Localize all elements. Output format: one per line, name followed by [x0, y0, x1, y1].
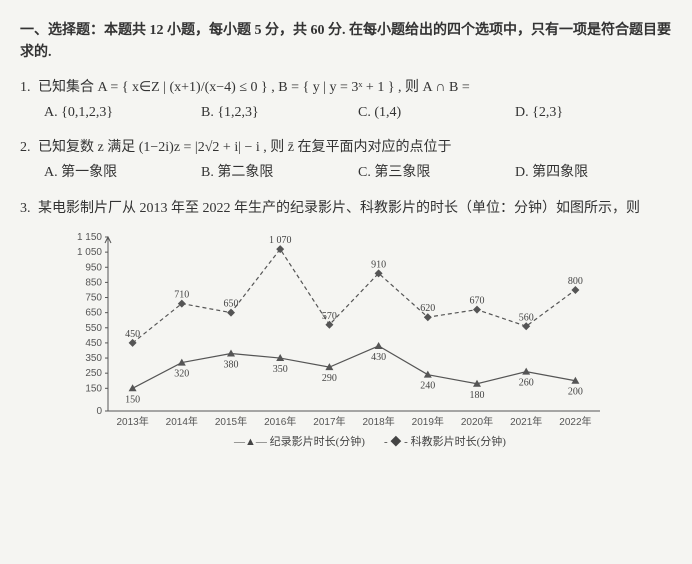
svg-text:650: 650: [85, 307, 102, 318]
svg-text:950: 950: [85, 262, 102, 273]
svg-text:2020年: 2020年: [461, 415, 493, 428]
question-1: 1. 已知集合 A = { x∈Z | (x+1)/(x−4) ≤ 0 } , …: [20, 75, 672, 125]
svg-text:800: 800: [568, 276, 583, 287]
svg-text:2014年: 2014年: [166, 415, 198, 428]
svg-text:260: 260: [519, 377, 534, 388]
q2-options: A. 第一象限 B. 第二象限 C. 第三象限 D. 第四象限: [44, 160, 672, 185]
section-heading: 一、选择题：本题共 12 小题，每小题 5 分，共 60 分. 在每小题给出的四…: [20, 20, 672, 65]
svg-text:560: 560: [519, 312, 534, 323]
svg-text:670: 670: [470, 295, 485, 306]
svg-text:180: 180: [470, 389, 485, 400]
svg-text:450: 450: [85, 338, 102, 349]
svg-text:2016年: 2016年: [264, 415, 296, 428]
svg-text:350: 350: [273, 364, 288, 375]
svg-text:910: 910: [371, 259, 386, 270]
line-chart: 0 150 250 350 450 550 650 750 850 950 1 050 1 150 20…: [60, 227, 620, 457]
svg-text:2017年: 2017年: [313, 415, 345, 428]
svg-text:200: 200: [568, 386, 583, 397]
svg-text:450: 450: [125, 329, 140, 340]
q2-opt-d: D. 第四象限: [515, 160, 672, 185]
svg-text:320: 320: [174, 368, 189, 379]
svg-text:380: 380: [224, 359, 239, 370]
svg-text:2018年: 2018年: [362, 415, 394, 428]
svg-text:1 150: 1 150: [77, 232, 102, 243]
svg-text:250: 250: [85, 368, 102, 379]
svg-text:2019年: 2019年: [412, 415, 444, 428]
q3-text: 某电影制片厂从 2013 年至 2022 年生产的纪录影片、科教影片的时长（单位…: [38, 201, 640, 216]
q2-opt-c: C. 第三象限: [358, 160, 515, 185]
svg-text:- ◆ - 科教影片时长(分钟): - ◆ - 科教影片时长(分钟): [384, 434, 506, 448]
q2-opt-a: A. 第一象限: [44, 160, 201, 185]
svg-text:150: 150: [125, 394, 140, 405]
svg-text:2022年: 2022年: [559, 415, 591, 428]
svg-text:650: 650: [224, 298, 239, 309]
svg-text:570: 570: [322, 310, 337, 321]
q1-num: 1.: [20, 80, 31, 95]
q1-opt-a: A. {0,1,2,3}: [44, 100, 201, 125]
svg-text:750: 750: [85, 292, 102, 303]
svg-text:350: 350: [85, 353, 102, 364]
svg-text:1 070: 1 070: [269, 235, 292, 246]
q2-num: 2.: [20, 140, 31, 155]
q2-text: 已知复数 z 满足 (1−2i)z = |2√2 + i| − i , 则 z̄…: [38, 140, 452, 155]
svg-text:1 050: 1 050: [77, 247, 102, 258]
q1-opt-b: B. {1,2,3}: [201, 100, 358, 125]
q1-text: 已知集合 A = { x∈Z | (x+1)/(x−4) ≤ 0 } , B =…: [38, 80, 470, 95]
svg-text:150: 150: [85, 383, 102, 394]
question-3: 3. 某电影制片厂从 2013 年至 2022 年生产的纪录影片、科教影片的时长…: [20, 196, 672, 457]
svg-text:620: 620: [420, 303, 435, 314]
svg-text:430: 430: [371, 352, 386, 363]
svg-text:710: 710: [174, 289, 189, 300]
svg-text:850: 850: [85, 277, 102, 288]
svg-text:2021年: 2021年: [510, 415, 542, 428]
chart-container: 0 150 250 350 450 550 650 750 850 950 1 050 1 150 20…: [60, 227, 672, 457]
q1-opt-d: D. {2,3}: [515, 100, 672, 125]
q1-options: A. {0,1,2,3} B. {1,2,3} C. (1,4) D. {2,3…: [44, 100, 672, 125]
svg-text:240: 240: [420, 380, 435, 391]
svg-text:—▲— 纪录影片时长(分钟): —▲— 纪录影片时长(分钟): [233, 434, 365, 448]
svg-text:2015年: 2015年: [215, 415, 247, 428]
svg-text:2013年: 2013年: [116, 415, 148, 428]
q2-opt-b: B. 第二象限: [201, 160, 358, 185]
svg-text:0: 0: [96, 406, 102, 417]
question-2: 2. 已知复数 z 满足 (1−2i)z = |2√2 + i| − i , 则…: [20, 135, 672, 185]
svg-text:550: 550: [85, 323, 102, 334]
svg-text:290: 290: [322, 373, 337, 384]
q3-num: 3.: [20, 201, 31, 216]
q1-opt-c: C. (1,4): [358, 100, 515, 125]
